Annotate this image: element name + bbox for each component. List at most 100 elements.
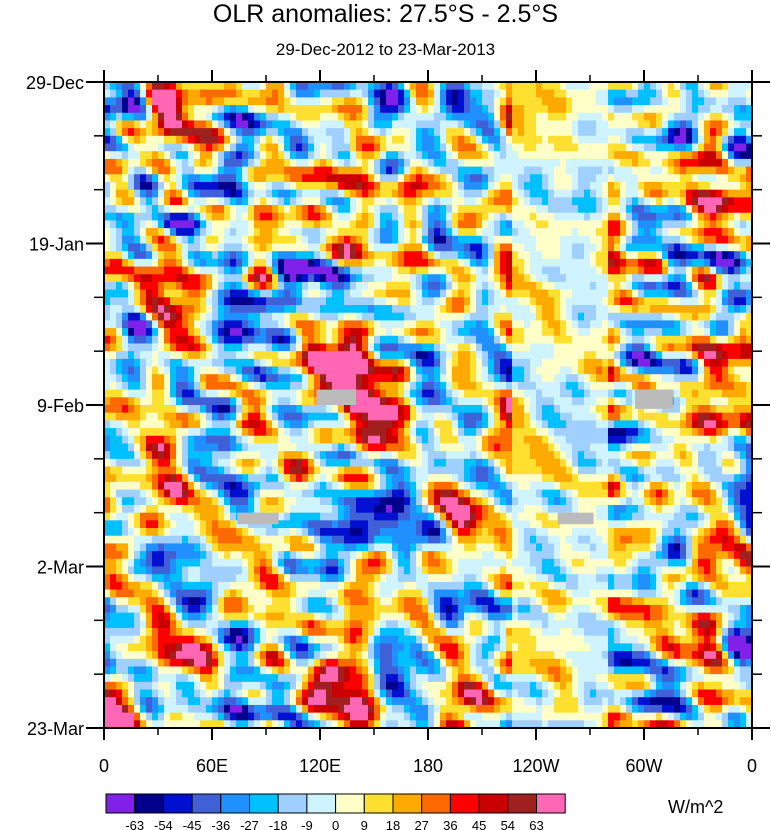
- field-cell: [314, 374, 321, 383]
- field-cell: [464, 82, 471, 91]
- field-cell: [476, 197, 483, 206]
- field-cell: [386, 320, 393, 329]
- field-cell: [530, 143, 537, 152]
- field-cell: [320, 235, 327, 245]
- field-cell: [512, 420, 519, 429]
- field-cell: [482, 405, 489, 414]
- field-cell: [560, 389, 567, 398]
- field-cell: [428, 158, 435, 168]
- field-cell: [650, 174, 657, 183]
- field-cell: [632, 205, 639, 214]
- field-cell: [248, 166, 255, 175]
- field-cell: [386, 289, 393, 298]
- field-cell: [476, 212, 483, 222]
- field-cell: [320, 181, 327, 191]
- field-cell: [224, 228, 231, 237]
- field-cell: [302, 120, 309, 129]
- field-cell: [644, 174, 651, 183]
- field-cell: [566, 105, 573, 114]
- field-cell: [122, 258, 129, 268]
- field-cell: [170, 351, 177, 360]
- field-cell: [470, 335, 477, 345]
- field-cell: [698, 374, 705, 383]
- field-cell: [668, 258, 675, 268]
- field-cell: [596, 251, 603, 260]
- field-cell: [452, 374, 459, 383]
- field-cell: [608, 120, 615, 129]
- field-cell: [260, 105, 267, 114]
- field-cell: [248, 258, 255, 268]
- field-cell: [302, 105, 309, 114]
- field-cell: [218, 335, 225, 345]
- field-cell: [428, 274, 435, 283]
- field-cell: [668, 143, 675, 152]
- field-cell: [152, 366, 159, 375]
- field-cell: [650, 228, 657, 237]
- field-cell: [194, 366, 201, 375]
- field-cell: [272, 197, 279, 206]
- field-cell: [410, 197, 417, 206]
- field-cell: [194, 358, 201, 368]
- field-cell: [704, 320, 711, 329]
- field-cell: [446, 251, 453, 260]
- field-cell: [434, 105, 441, 114]
- field-cell: [260, 143, 267, 152]
- field-cell: [482, 197, 489, 206]
- field-cell: [602, 358, 609, 368]
- field-cell: [548, 405, 555, 414]
- field-cell: [488, 358, 495, 368]
- field-cell: [200, 281, 207, 291]
- field-cell: [116, 220, 123, 229]
- field-cell: [374, 105, 381, 114]
- field-cell: [668, 112, 675, 122]
- field-cell: [368, 174, 375, 183]
- field-cell: [614, 320, 621, 329]
- field-cell: [146, 143, 153, 152]
- field-cell: [206, 181, 213, 191]
- field-cell: [398, 235, 405, 245]
- field-cell: [224, 312, 231, 322]
- field-cell: [656, 158, 663, 168]
- field-cell: [578, 335, 585, 345]
- field-cell: [494, 358, 501, 368]
- field-cell: [446, 335, 453, 345]
- field-cell: [416, 235, 423, 245]
- field-cell: [296, 212, 303, 222]
- field-cell: [500, 389, 507, 398]
- field-cell: [308, 428, 315, 437]
- field-cell: [746, 97, 753, 106]
- field-cell: [176, 212, 183, 222]
- field-cell: [698, 412, 705, 421]
- field-cell: [272, 397, 279, 406]
- field-cell: [632, 366, 639, 375]
- field-cell: [590, 389, 597, 398]
- field-cell: [380, 235, 387, 245]
- field-cell: [704, 235, 711, 245]
- field-cell: [356, 105, 363, 114]
- field-cell: [710, 82, 717, 91]
- field-cell: [608, 158, 615, 168]
- field-cell: [302, 97, 309, 106]
- field-cell: [590, 274, 597, 283]
- field-cell: [428, 197, 435, 206]
- field-cell: [314, 281, 321, 291]
- field-cell: [422, 128, 429, 137]
- field-cell: [374, 320, 381, 329]
- field-cell: [152, 89, 159, 98]
- field-cell: [326, 258, 333, 268]
- field-cell: [638, 128, 645, 137]
- field-cell: [266, 335, 273, 345]
- field-cell: [368, 374, 375, 383]
- field-cell: [722, 128, 729, 137]
- field-cell: [722, 366, 729, 375]
- field-cell: [206, 428, 213, 437]
- field-cell: [236, 351, 243, 360]
- field-cell: [698, 312, 705, 322]
- field-cell: [410, 181, 417, 191]
- field-cell: [398, 105, 405, 114]
- field-cell: [560, 328, 567, 337]
- field-cell: [740, 343, 747, 352]
- field-cell: [440, 89, 447, 98]
- field-cell: [626, 343, 633, 352]
- field-cell: [710, 312, 717, 322]
